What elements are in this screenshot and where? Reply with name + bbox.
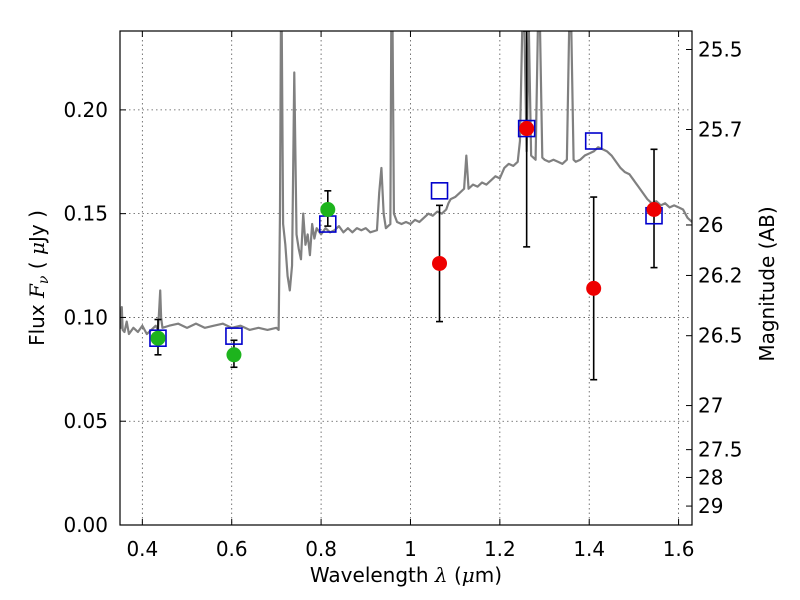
mag-tick-label: 27.5 [698, 438, 743, 462]
mag-tick-label: 29 [698, 494, 723, 518]
model-square [517, 119, 536, 138]
mag-tick-label: 28 [698, 465, 723, 489]
y-tick-label: 0.10 [63, 305, 108, 329]
model-square [225, 327, 243, 345]
y-tick-label: 0.20 [63, 98, 108, 122]
model-square [149, 329, 167, 347]
right-axis-label: Magnitude (AB) [755, 206, 779, 361]
x-tick-label: 1.6 [663, 537, 695, 561]
mag-tick-label: 27 [698, 394, 723, 418]
red-data-point [586, 280, 602, 296]
green-data-point [320, 202, 336, 218]
mag-tick-label: 26.5 [698, 324, 743, 348]
red-data-point [646, 202, 662, 218]
y-tick-label: 0.05 [63, 409, 108, 433]
y-tick-label: 0.00 [63, 513, 108, 537]
mag-tick-label: 26.2 [698, 263, 743, 287]
spectrum-line [120, 31, 692, 336]
x-tick-label: 0.6 [216, 537, 248, 561]
y-axis-label: Flux Fν ( μJy ) [25, 210, 52, 346]
x-tick-label: 1 [404, 537, 417, 561]
axis-ticks: 0.4 0.6 0.8 1 1.2 1.4 1.6 0.00 0.05 0.10 0.15 0.20 2… [63, 31, 743, 561]
x-tick-label: 1.4 [573, 537, 605, 561]
x-tick-label: 1.2 [484, 537, 516, 561]
mag-tick-label: 25.5 [698, 38, 743, 62]
green-data-point [226, 347, 242, 363]
x-tick-label: 0.8 [305, 537, 337, 561]
x-axis-label: Wavelength λ (μm) [310, 563, 502, 587]
plot-frame [119, 30, 693, 526]
model-square [430, 182, 449, 200]
mag-tick-label: 25.7 [698, 117, 743, 141]
mag-tick-label: 26 [698, 213, 723, 237]
model-square [584, 132, 603, 150]
green-data-point [150, 330, 166, 346]
red-data-point [432, 255, 448, 271]
x-tick-label: 0.4 [126, 537, 158, 561]
grid [120, 31, 692, 525]
plot-area [120, 31, 692, 381]
y-tick-label: 0.15 [63, 202, 108, 226]
red-data-point [519, 121, 535, 137]
